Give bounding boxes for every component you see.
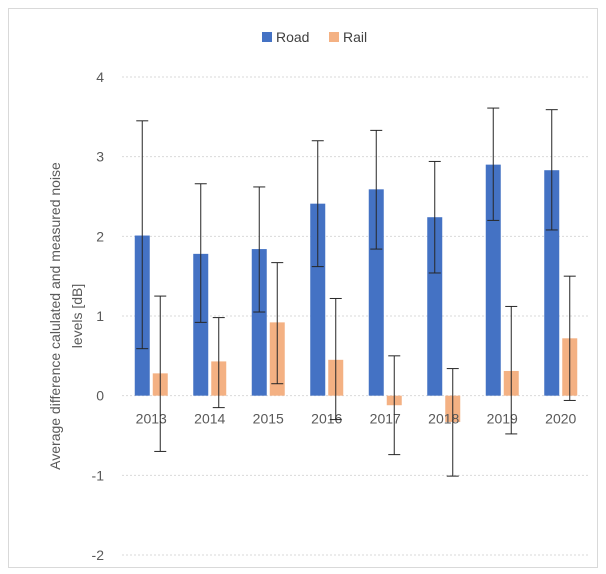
legend-label-rail: Rail [343,29,367,45]
x-tick-label: 2016 [311,411,342,427]
bar-road-2017 [368,189,384,396]
x-tick-label: 2014 [194,411,225,427]
y-axis-title: Average difference calulated and measure… [47,162,85,470]
y-tick-label: -1 [92,467,105,483]
legend-swatch-rail [329,32,339,42]
x-tick-label: 2015 [253,411,284,427]
x-tick-label: 2019 [487,411,518,427]
bar-road-2014 [193,253,209,396]
y-axis-title-line: Average difference calulated and measure… [47,162,63,470]
y-tick-label: -2 [92,547,105,563]
bar-road-2019 [485,164,501,396]
x-tick-label: 2013 [136,411,167,427]
x-tick-label: 2020 [545,411,576,427]
x-tick-label: 2017 [370,411,401,427]
bar-road-2015 [251,249,267,396]
legend-swatch-road [262,32,272,42]
y-tick-label: 1 [96,308,104,324]
bar-road-2016 [310,203,326,396]
y-tick-label: 4 [96,69,104,85]
y-tick-label: 0 [96,388,104,404]
y-tick-label: 3 [96,149,104,165]
legend-label-road: Road [276,29,309,45]
x-tick-label: 2018 [428,411,459,427]
y-axis-title-line: levels [dB] [69,284,85,349]
bar-road-2020 [544,170,560,396]
y-tick-label: 2 [96,228,104,244]
bar-road-2018 [427,217,443,396]
